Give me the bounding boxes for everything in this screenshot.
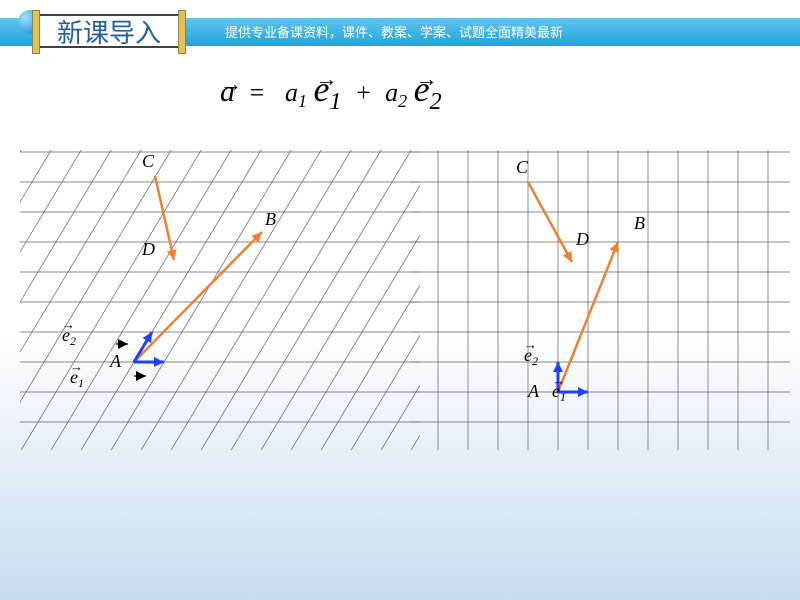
svg-text:C: C (516, 157, 529, 177)
svg-text:D: D (575, 229, 589, 249)
svg-text:B: B (634, 213, 645, 233)
svg-text:A: A (527, 381, 540, 401)
right-diagram: ABCD→e1→e2 (0, 0, 800, 600)
